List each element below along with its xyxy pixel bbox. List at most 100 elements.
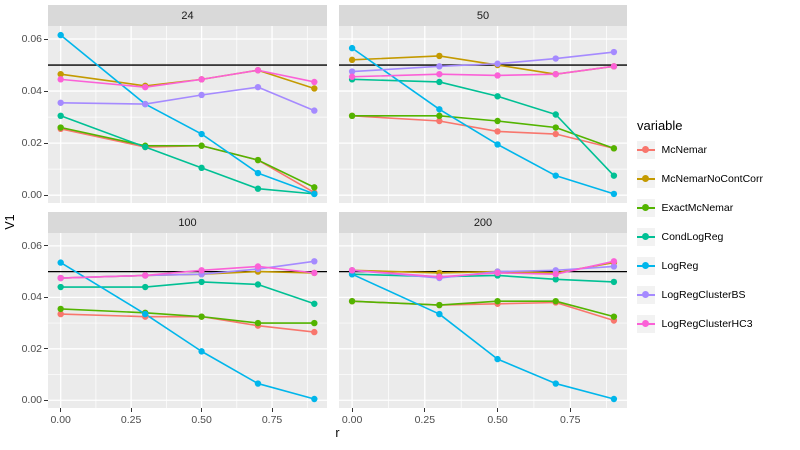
legend-label: McNemarNoContCorr: [661, 172, 764, 185]
legend-label: CondLogReg: [661, 230, 724, 243]
y-tick-label: 0.00: [21, 189, 42, 202]
point-LogReg: [494, 355, 501, 363]
point-LogRegClusterHC3: [57, 76, 64, 83]
x-tick-mark: [497, 408, 499, 412]
x-tick-label: 0.50: [191, 414, 212, 426]
legend-key-icon: [637, 257, 655, 275]
facet-strip-100: 100: [48, 212, 327, 233]
point-ExactMcNemar: [436, 112, 443, 120]
point-ExactMcNemar: [311, 184, 318, 191]
point-LogRegClusterBS: [57, 99, 64, 106]
legend: variable McNemar McNemarNoContCorr ExactMc…: [637, 118, 800, 344]
facet-strip-50: 50: [339, 5, 627, 26]
point-LogRegClusterHC3: [436, 273, 443, 280]
point-CondLogReg: [552, 276, 559, 283]
legend-label: ExactMcNemar: [661, 201, 734, 214]
x-tick-label: 0.25: [120, 414, 142, 426]
x-tick-mark: [424, 408, 426, 412]
point-CondLogReg: [254, 281, 262, 288]
point-CondLogReg: [142, 143, 149, 151]
legend-item-McNemarNoContCorr: McNemarNoContCorr: [637, 170, 800, 188]
point-LogRegClusterHC3: [57, 274, 64, 282]
x-tick-mark: [271, 408, 273, 412]
point-LogRegClusterBS: [254, 83, 262, 91]
point-CondLogReg: [254, 185, 262, 192]
point-ExactMcNemar: [610, 313, 618, 320]
legend-label: LogReg: [661, 259, 699, 272]
point-McNemar: [311, 328, 318, 336]
x-tick-label: 0.25: [414, 414, 436, 426]
point-McNemarNoContCorr: [436, 52, 443, 60]
point-LogRegClusterHC3: [348, 267, 356, 274]
facet-strip-200: 200: [339, 212, 627, 233]
y-tick-mark: [44, 399, 48, 401]
legend-key-icon: [637, 286, 655, 304]
point-CondLogReg: [142, 283, 149, 291]
point-McNemarNoContCorr: [348, 56, 356, 64]
point-LogRegClusterHC3: [311, 78, 318, 86]
point-LogReg: [57, 31, 64, 39]
x-tick-mark: [60, 408, 62, 412]
y-tick-mark: [44, 348, 48, 350]
point-LogRegClusterBS: [610, 263, 618, 270]
point-CondLogReg: [57, 283, 64, 291]
point-LogReg: [436, 106, 443, 113]
point-ExactMcNemar: [552, 297, 559, 305]
y-tick-mark: [44, 90, 48, 92]
point-ExactMcNemar: [57, 305, 64, 313]
y-tick-mark: [44, 142, 48, 144]
point-ExactMcNemar: [57, 124, 64, 131]
point-LogRegClusterBS: [436, 63, 443, 70]
x-tick-label: 0.75: [261, 414, 283, 426]
point-LogRegClusterBS: [552, 55, 559, 62]
point-LogRegClusterHC3: [348, 73, 356, 80]
point-McNemarNoContCorr: [57, 70, 64, 78]
x-tick-mark: [201, 408, 203, 412]
point-LogRegClusterBS: [198, 91, 205, 99]
point-McNemarNoContCorr: [311, 85, 318, 92]
point-LogRegClusterHC3: [610, 258, 618, 265]
legend-label: LogRegClusterHC3: [661, 317, 753, 330]
point-LogRegClusterHC3: [198, 267, 205, 274]
point-McNemar: [494, 128, 501, 135]
x-tick-label: 0.50: [487, 414, 508, 426]
x-tick-mark: [569, 408, 571, 412]
point-LogRegClusterHC3: [610, 63, 618, 70]
point-LogRegClusterBS: [610, 48, 618, 56]
legend-item-CondLogReg: CondLogReg: [637, 228, 800, 246]
point-ExactMcNemar: [198, 313, 205, 320]
legend-label: McNemar: [661, 143, 708, 156]
point-LogReg: [142, 310, 149, 318]
point-LogReg: [254, 380, 262, 387]
y-tick-label: 0.02: [21, 137, 42, 150]
point-CondLogReg: [311, 300, 318, 307]
legend-key-icon: [637, 199, 655, 217]
panel-200: [339, 233, 627, 408]
point-ExactMcNemar: [254, 156, 262, 164]
legend-key-icon: [637, 315, 655, 333]
legend-item-LogReg: LogReg: [637, 257, 800, 275]
point-CondLogReg: [494, 93, 501, 100]
x-tick-mark: [130, 408, 132, 412]
point-LogRegClusterHC3: [552, 270, 559, 278]
point-LogRegClusterBS: [142, 100, 149, 108]
y-tick-mark: [44, 296, 48, 298]
point-LogReg: [311, 190, 318, 198]
point-LogReg: [198, 348, 205, 355]
facet-strip-24: 24: [48, 5, 327, 26]
point-LogReg: [311, 395, 318, 403]
panel-24: [48, 26, 327, 203]
point-ExactMcNemar: [436, 301, 443, 309]
point-LogReg: [610, 395, 618, 403]
point-ExactMcNemar: [348, 297, 356, 305]
point-ExactMcNemar: [254, 319, 262, 327]
legend-item-LogRegClusterHC3: LogRegClusterHC3: [637, 315, 800, 333]
point-LogReg: [57, 259, 64, 266]
point-LogReg: [494, 141, 501, 148]
y-tick-mark: [44, 38, 48, 40]
point-CondLogReg: [198, 278, 205, 286]
y-tick-label: 0.02: [21, 342, 42, 355]
point-ExactMcNemar: [610, 145, 618, 152]
point-CondLogReg: [610, 172, 618, 179]
